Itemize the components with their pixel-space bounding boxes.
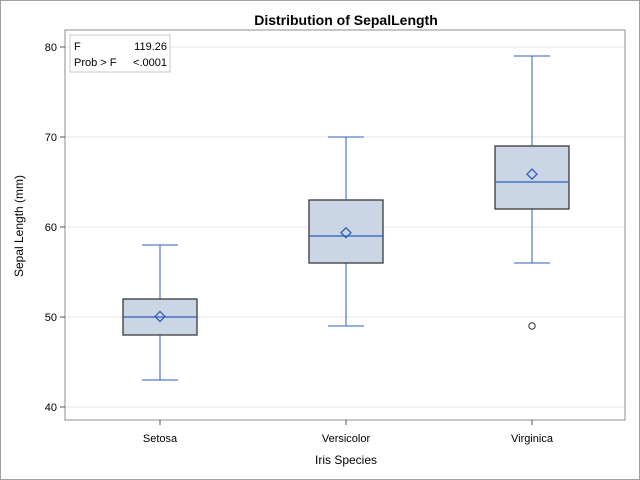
x-tick-label: Virginica [511,433,554,445]
inset-p-label: Prob > F [74,57,117,69]
y-tick-label: 80 [45,42,57,54]
x-tick-label: Setosa [143,433,178,445]
mean-marker [526,168,538,180]
y-tick-label: 60 [45,222,57,234]
y-tick-label: 70 [45,132,57,144]
y-tick-label: 40 [45,402,57,414]
plot-area-border [64,29,626,421]
y-tick-label: 50 [45,312,57,324]
inset-f-value: 119.26 [134,41,167,53]
outlier-point [528,322,536,330]
chart-title: Distribution of SepalLength [254,12,438,28]
inset-f-label: F [74,41,81,53]
inset-p-value: <.0001 [133,57,167,69]
mean-marker [154,310,166,323]
x-axis-label: Iris Species [315,453,377,467]
x-tick-label: Versicolor [322,433,371,445]
inset-stat-table: F 119.26 Prob > F <.0001 [69,34,171,73]
box-iqr [494,145,570,210]
y-axis-label: Sepal Length (mm) [12,175,26,277]
mean-marker [340,226,352,239]
box-iqr [308,199,384,264]
